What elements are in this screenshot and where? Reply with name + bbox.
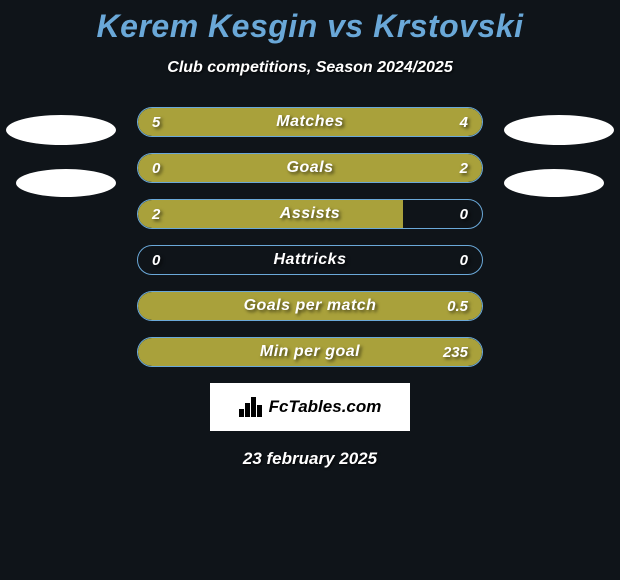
player-right-ellipse-1 bbox=[504, 115, 614, 145]
player-left-ellipse-2 bbox=[16, 169, 116, 197]
stats-area: 54Matches 02Goals 20Assists 00Hattricks 0.5G… bbox=[0, 107, 620, 367]
infographic-container: Kerem Kesgin vs Krstovski Club competiti… bbox=[0, 0, 620, 469]
player-right-ellipse-2 bbox=[504, 169, 604, 197]
stat-label: Goals per match bbox=[138, 292, 482, 320]
stat-row: 20Assists bbox=[137, 199, 483, 229]
stat-rows: 54Matches 02Goals 20Assists 00Hattricks 0.5G… bbox=[0, 107, 620, 367]
date-text: 23 february 2025 bbox=[0, 449, 620, 469]
stat-label: Hattricks bbox=[138, 246, 482, 274]
stat-row: 54Matches bbox=[137, 107, 483, 137]
stat-label: Matches bbox=[138, 108, 482, 136]
stat-row: 02Goals bbox=[137, 153, 483, 183]
stat-label: Goals bbox=[138, 154, 482, 182]
source-badge: FcTables.com bbox=[210, 383, 410, 431]
stat-row: 235Min per goal bbox=[137, 337, 483, 367]
stat-label: Min per goal bbox=[138, 338, 482, 366]
subtitle: Club competitions, Season 2024/2025 bbox=[0, 59, 620, 77]
source-badge-text: FcTables.com bbox=[269, 397, 382, 417]
bar-chart-icon bbox=[239, 397, 263, 417]
player-left-ellipse-1 bbox=[6, 115, 116, 145]
stat-row: 00Hattricks bbox=[137, 245, 483, 275]
stat-label: Assists bbox=[138, 200, 482, 228]
stat-row: 0.5Goals per match bbox=[137, 291, 483, 321]
page-title: Kerem Kesgin vs Krstovski bbox=[0, 8, 620, 45]
